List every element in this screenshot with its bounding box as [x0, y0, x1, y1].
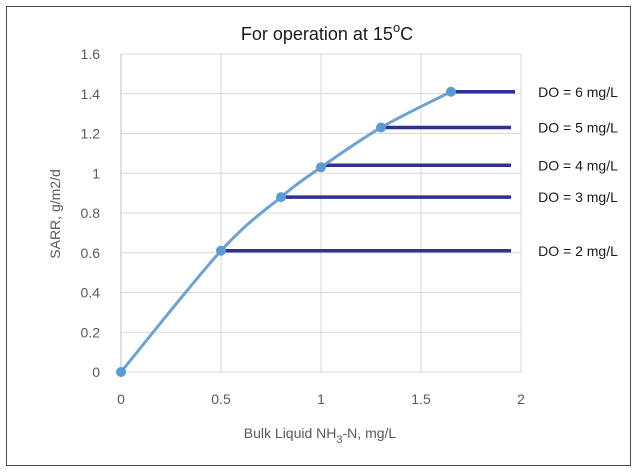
curve-point: [276, 192, 286, 203]
do-label: DO = 3 mg/L: [538, 189, 618, 205]
y-tick-labels: 0 0.2 0.4 0.6 0.8 1 1.2 1.4 1.6: [81, 46, 101, 380]
y-tick-label: 0.4: [81, 285, 101, 301]
y-tick-label: 0.8: [81, 205, 101, 221]
x-tick-label: 0.5: [211, 391, 231, 407]
curve-point: [216, 245, 226, 256]
y-tick-label: 0.6: [81, 245, 101, 261]
x-tick-label: 2: [517, 391, 525, 407]
curve-point: [446, 86, 456, 97]
y-tick-label: 0: [92, 364, 100, 380]
x-tick-labels: 0 0.5 1 1.5 2: [117, 391, 525, 407]
curve-point: [316, 162, 326, 173]
chart-title: For operation at 15oC: [241, 20, 413, 44]
x-axis-title: Bulk Liquid NH3-N, mg/L: [244, 425, 397, 446]
y-tick-label: 1.2: [81, 126, 101, 142]
y-tick-label: 1.6: [81, 46, 101, 62]
y-tick-label: 0.2: [81, 324, 101, 340]
curve-markers: [116, 86, 456, 377]
do-label: DO = 5 mg/L: [538, 120, 618, 136]
do-labels: DO = 2 mg/L DO = 3 mg/L DO = 4 mg/L DO = 5 …: [538, 84, 618, 259]
y-axis-title: SARR, g/m2/d: [47, 169, 63, 258]
y-tick-label: 1.4: [81, 86, 101, 102]
x-tick-label: 1: [317, 391, 325, 407]
grid-lines: [120, 53, 522, 373]
x-tick-label: 0: [117, 391, 125, 407]
y-tick-label: 1: [92, 165, 100, 181]
curve-point: [376, 122, 386, 133]
do-lines: [221, 90, 515, 253]
do-label: DO = 6 mg/L: [538, 84, 618, 100]
do-label: DO = 2 mg/L: [538, 243, 618, 259]
do-label: DO = 4 mg/L: [538, 157, 618, 173]
chart-frame: [6, 6, 631, 466]
curve-point: [116, 367, 126, 377]
x-tick-label: 1.5: [411, 391, 431, 407]
